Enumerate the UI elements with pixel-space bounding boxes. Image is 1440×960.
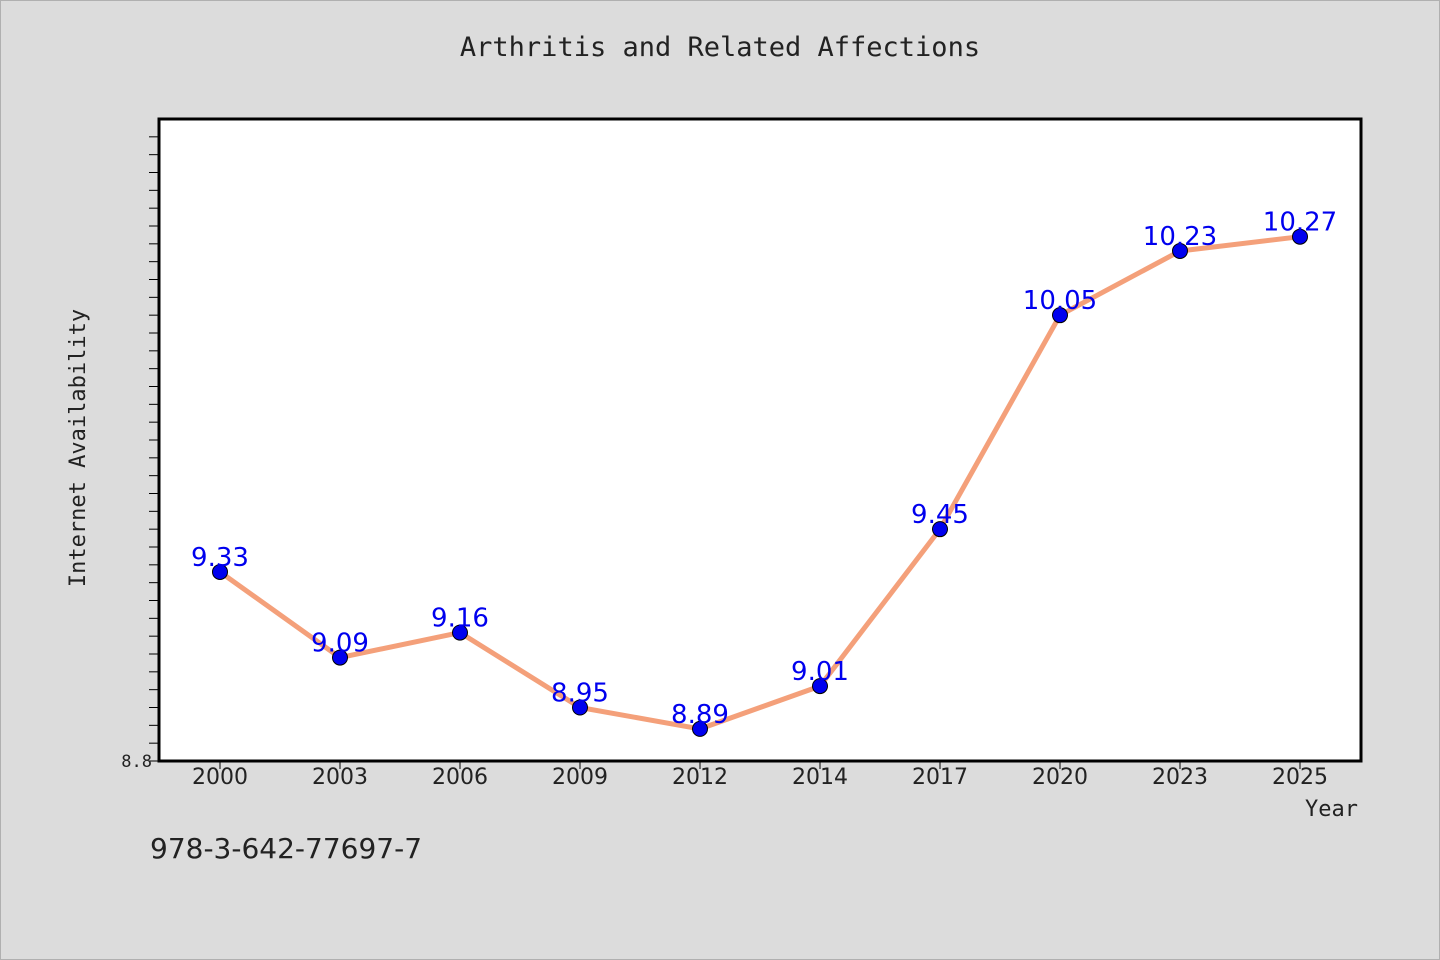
data-label: 9.09 <box>311 629 369 659</box>
x-tick-label: 2017 <box>912 765 968 790</box>
chart-title: Arthritis and Related Affections <box>459 32 981 63</box>
y-tick-label: 8.8 <box>121 752 152 772</box>
data-labels: 9.33 9.09 9.16 8.95 8.89 9.01 9.45 10.05 10.23 10… <box>191 208 1337 730</box>
x-tick-label: 2014 <box>792 765 848 790</box>
series-line <box>218 234 1301 732</box>
footer-code: 978-3-642-77697-7 <box>150 832 423 865</box>
x-tick-label: 2025 <box>1272 765 1328 790</box>
data-point <box>1052 307 1068 324</box>
x-tick-label: 2000 <box>192 765 248 790</box>
data-point <box>452 624 468 641</box>
data-label: 8.95 <box>551 679 609 709</box>
data-label: 9.01 <box>791 657 849 687</box>
data-label: 10.23 <box>1143 222 1217 252</box>
x-tick-label: 2012 <box>672 765 728 790</box>
data-point <box>1292 228 1308 245</box>
data-point <box>692 720 708 737</box>
x-tick-label: 2023 <box>1152 765 1208 790</box>
data-point <box>572 699 588 716</box>
data-point <box>932 521 948 538</box>
x-axis-label: Year <box>1305 797 1358 822</box>
data-label: 9.45 <box>911 500 969 530</box>
x-axis-ticks: 2000 2003 2006 2009 2012 2014 2017 2020 2023 2025 <box>192 761 1328 790</box>
data-point <box>212 563 228 580</box>
x-tick-label: 2003 <box>312 765 368 790</box>
x-tick-label: 2006 <box>432 765 488 790</box>
plot-border <box>157 117 1363 763</box>
series-markers <box>212 228 1308 737</box>
data-point <box>1172 242 1188 259</box>
data-label: 8.89 <box>671 700 729 730</box>
y-axis-ticks: 8.8 <box>121 136 159 772</box>
data-label: 10.05 <box>1023 286 1097 316</box>
data-label: 10.27 <box>1263 208 1337 238</box>
data-label: 9.16 <box>431 604 489 634</box>
x-tick-label: 2020 <box>1032 765 1088 790</box>
y-axis-label: Internet Availability <box>66 309 91 587</box>
x-tick-label: 2009 <box>552 765 608 790</box>
data-label: 9.33 <box>191 543 249 573</box>
data-point <box>332 649 348 666</box>
data-point <box>812 678 828 695</box>
